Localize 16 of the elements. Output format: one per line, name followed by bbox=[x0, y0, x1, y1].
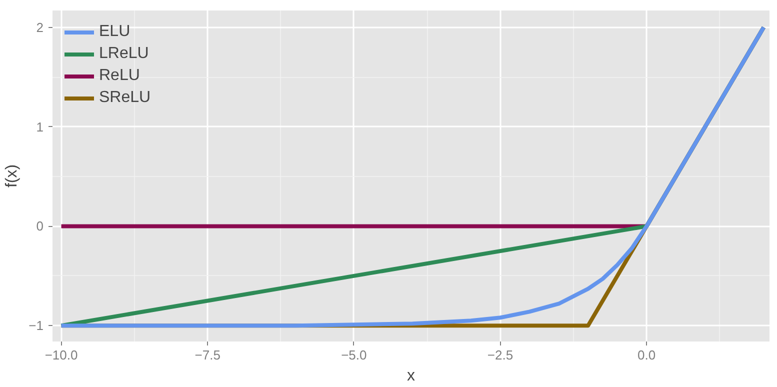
x-tick-label: 0.0 bbox=[638, 348, 656, 362]
x-tick-label: −5.0 bbox=[341, 348, 367, 362]
x-tick-label: −7.5 bbox=[194, 348, 220, 362]
y-tick-label: 2 bbox=[36, 20, 44, 35]
y-tick-label: 1 bbox=[36, 119, 44, 134]
legend-label: LReLU bbox=[99, 45, 149, 63]
y-tick-label: −1 bbox=[28, 318, 44, 334]
x-tick-label: −2.5 bbox=[487, 348, 514, 362]
y-axis-title: f(x) bbox=[4, 164, 21, 188]
x-tick-label: −10.0 bbox=[44, 348, 78, 362]
legend-label: ReLU bbox=[99, 67, 140, 85]
x-axis-title: x bbox=[407, 368, 415, 384]
line-series bbox=[59, 25, 766, 328]
y-tick-label: 0 bbox=[36, 218, 44, 234]
legend-label: SReLU bbox=[99, 89, 151, 107]
legend-label: ELU bbox=[99, 23, 130, 41]
